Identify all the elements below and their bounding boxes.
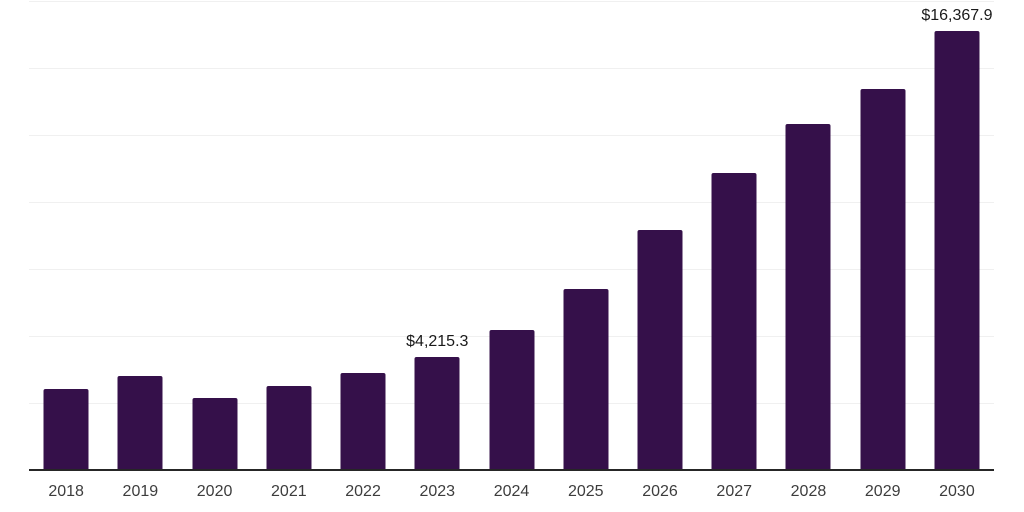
- bar-2020: [192, 397, 238, 470]
- x-tick-label-2021: 2021: [271, 483, 307, 500]
- bar-2029: [860, 88, 906, 470]
- bar-2027: [711, 173, 757, 470]
- bar-slot-2024: [474, 0, 548, 470]
- bar-slot-2025: [549, 0, 623, 470]
- bar-2019: [117, 375, 163, 470]
- gridline: [29, 269, 994, 270]
- x-tick-label-2023: 2023: [419, 483, 456, 500]
- bar-slot-2029: [846, 0, 920, 470]
- x-tick-label-2029: 2029: [864, 483, 901, 500]
- gridline: [29, 1, 994, 2]
- bar-2028: [785, 124, 831, 470]
- gridline: [29, 202, 994, 203]
- gridline: [29, 68, 994, 69]
- bar-slot-2018: [29, 0, 103, 470]
- bar-2025: [563, 289, 609, 470]
- bar-2018: [43, 389, 89, 470]
- bar-2024: [489, 330, 535, 470]
- x-tick-label-2028: 2028: [790, 483, 827, 500]
- x-axis-line: [29, 469, 994, 471]
- bar-slot-2020: [177, 0, 251, 470]
- bar-slot-2030: $16,367.9: [920, 0, 994, 470]
- bar-2030: [934, 31, 980, 470]
- x-tick-label-2026: 2026: [642, 483, 678, 500]
- plot-area: $4,215.3 $16,367.9: [29, 0, 994, 471]
- gridline: [29, 135, 994, 136]
- x-tick-label-2019: 2019: [122, 483, 159, 500]
- bars-container: $4,215.3 $16,367.9: [29, 0, 994, 470]
- x-tick-label-2030: 2030: [939, 483, 975, 500]
- bar-2022: [340, 372, 386, 470]
- x-tick-label-2022: 2022: [345, 483, 381, 500]
- bar-2021: [266, 386, 312, 470]
- bar-slot-2028: [771, 0, 845, 470]
- bar-slot-2027: [697, 0, 771, 470]
- x-tick-label-2025: 2025: [567, 483, 604, 500]
- bar-slot-2019: [103, 0, 177, 470]
- bar-slot-2022: [326, 0, 400, 470]
- bar-slot-2026: [623, 0, 697, 470]
- bar-2023: [414, 357, 460, 470]
- x-tick-label-2024: 2024: [493, 483, 530, 500]
- bar-2026: [637, 230, 683, 470]
- x-axis-tick-labels: 2018 2019 2020 2021 2022 2023 2024 2025 2026 2027…: [29, 471, 994, 512]
- x-tick-label-2027: 2027: [716, 483, 753, 500]
- x-tick-label-2018: 2018: [48, 483, 84, 500]
- bar-slot-2023: $4,215.3: [400, 0, 474, 470]
- x-tick-label-2020: 2020: [196, 483, 233, 500]
- data-label-2030: $16,367.9: [921, 7, 993, 25]
- data-label-2023: $4,215.3: [406, 333, 469, 351]
- bar-slot-2021: [252, 0, 326, 470]
